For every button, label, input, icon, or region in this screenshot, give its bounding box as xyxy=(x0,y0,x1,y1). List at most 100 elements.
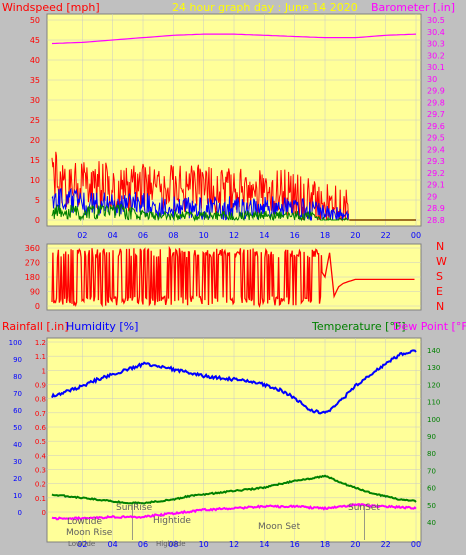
climate-time-tick-label: 14 xyxy=(259,540,269,549)
humidity-tick-label: 10 xyxy=(13,492,22,500)
hightide-small-label: Hightide xyxy=(156,540,186,548)
temperature-tick-label: 120 xyxy=(427,381,440,389)
temperature-tick-label: 80 xyxy=(427,450,436,458)
barometer-tick-label: 30.2 xyxy=(427,51,445,60)
rainfall-tick-label: 0.9 xyxy=(35,382,46,390)
winddir-tick-label: 90 xyxy=(30,288,40,297)
rainfall-tick-label: 1 xyxy=(42,367,46,375)
windspeed-tick-label: 35 xyxy=(30,76,40,85)
humidity-tick-label: 30 xyxy=(13,458,22,466)
windspeed-tick-label: 25 xyxy=(30,116,40,125)
humidity-axis-label: Humidity [%] xyxy=(66,320,138,333)
barometer-tick-label: 29.9 xyxy=(427,87,445,96)
compass-label: E xyxy=(436,285,443,298)
temperature-tick-label: 40 xyxy=(427,519,436,527)
barometer-tick-label: 29.5 xyxy=(427,134,445,143)
climate-time-tick-label: 12 xyxy=(229,540,239,549)
barometer-tick-label: 30.3 xyxy=(427,40,445,49)
climate-series xyxy=(51,349,417,521)
temperature-tick-label: 60 xyxy=(427,485,436,493)
climate-time-tick-label: 22 xyxy=(381,540,391,549)
barometer-tick-label: 29.8 xyxy=(427,98,445,107)
climate-time-tick-label: 18 xyxy=(320,540,330,549)
climate-time-tick-label: 10 xyxy=(199,540,209,549)
barometer-ticks: 30.5 30.4 30.3 30.2 30.1 30 29.9 29.8 29.7 29.6 29… xyxy=(427,16,445,225)
temperature-tick-label: 90 xyxy=(427,433,436,441)
winddir-series xyxy=(51,245,415,308)
barometer-tick-label: 29.7 xyxy=(427,110,445,119)
windspeed-tick-label: 20 xyxy=(30,136,40,145)
humidity-tick-label: 80 xyxy=(13,373,22,381)
wind-time-tick-label: 18 xyxy=(320,231,330,240)
sunset-label: SunSet xyxy=(348,503,380,513)
climate-time-tick-label: 08 xyxy=(168,540,178,549)
dewpoint-line xyxy=(51,502,417,521)
compass-label: N xyxy=(436,300,444,313)
rainfall-tick-label: 0.4 xyxy=(35,452,47,460)
winddir-line xyxy=(51,245,415,308)
compass-label: N xyxy=(436,240,444,253)
wind-time-tick-label: 22 xyxy=(381,231,391,240)
barometer-tick-label: 30.4 xyxy=(427,28,445,37)
rainfall-axis-label: Rainfall [.in] xyxy=(2,320,69,333)
wind-low-line xyxy=(51,203,349,222)
astro-markers xyxy=(131,505,365,540)
barometer-axis-label: Barometer [.in] xyxy=(371,1,455,14)
rainfall-tick-label: 0.7 xyxy=(35,410,46,418)
wind-time-tick-label: 04 xyxy=(108,231,118,240)
humidity-tick-label: 20 xyxy=(13,475,22,483)
climate-time-tick-label: 20 xyxy=(350,540,360,549)
humidity-tick-label: 0 xyxy=(18,509,22,517)
humidity-tick-label: 50 xyxy=(13,424,22,432)
dewpoint-axis-label: Dew Point [°F] xyxy=(393,320,466,333)
barometer-tick-label: 29.1 xyxy=(427,181,445,190)
climate-time-tick-label: 02 xyxy=(77,540,87,549)
humidity-tick-label: 40 xyxy=(13,441,22,449)
compass-label: W xyxy=(436,255,447,268)
lowtide-label: Lowtide xyxy=(67,517,102,527)
compass-label: S xyxy=(436,270,443,283)
wind-time-tick-label: 06 xyxy=(138,231,148,240)
wind-time-tick-label: 12 xyxy=(229,231,239,240)
rainfall-tick-label: 0.6 xyxy=(35,424,47,432)
barometer-tick-label: 28.8 xyxy=(427,216,445,225)
wind-time-tick-label: 08 xyxy=(168,231,178,240)
rainfall-tick-label: 0.5 xyxy=(35,438,46,446)
winddir-tick-label: 360 xyxy=(25,244,40,253)
windspeed-tick-label: 5 xyxy=(35,196,40,205)
windspeed-tick-label: 45 xyxy=(30,36,40,45)
rainfall-tick-label: 1.1 xyxy=(35,353,46,361)
windspeed-tick-label: 10 xyxy=(30,176,40,185)
windspeed-tick-label: 40 xyxy=(30,56,40,65)
temperature-tick-label: 130 xyxy=(427,364,440,372)
winddir-ticks: 360 270 180 90 0 xyxy=(25,244,40,311)
wind-time-tick-label: 20 xyxy=(350,231,360,240)
wind-time-tick-label: 16 xyxy=(290,231,300,240)
chart-title: 24 hour graph day : June 14 2020 xyxy=(172,1,358,14)
rainfall-tick-label: 0 xyxy=(42,509,46,517)
humidity-line xyxy=(51,349,417,415)
climate-time-tick-label: 16 xyxy=(290,540,300,549)
winddir-tick-label: 0 xyxy=(35,302,40,311)
wind-time-ticks: 02 04 06 08 10 12 14 16 18 20 22 00 xyxy=(77,231,421,240)
rainfall-tick-label: 0.2 xyxy=(35,481,46,489)
barometer-tick-label: 29.2 xyxy=(427,169,445,178)
hightide-label: Hightide xyxy=(153,516,191,526)
temperature-tick-label: 110 xyxy=(427,399,440,407)
winddir-tick-label: 180 xyxy=(25,273,40,282)
temperature-tick-label: 70 xyxy=(427,467,436,475)
wind-time-tick-label: 02 xyxy=(77,231,87,240)
barometer-line xyxy=(51,33,417,45)
temperature-tick-label: 50 xyxy=(427,502,436,510)
temperature-tick-label: 140 xyxy=(427,347,440,355)
windspeed-tick-label: 15 xyxy=(30,156,40,165)
barometer-tick-label: 30 xyxy=(427,75,437,84)
barometer-tick-label: 30.5 xyxy=(427,16,445,25)
wind-series xyxy=(51,33,417,222)
windspeed-tick-label: 50 xyxy=(30,16,40,25)
climate-time-tick-label: 04 xyxy=(108,540,118,549)
wind-time-tick-label: 00 xyxy=(411,231,421,240)
rainfall-tick-label: 0.3 xyxy=(35,467,46,475)
wind-time-tick-label: 14 xyxy=(259,231,269,240)
